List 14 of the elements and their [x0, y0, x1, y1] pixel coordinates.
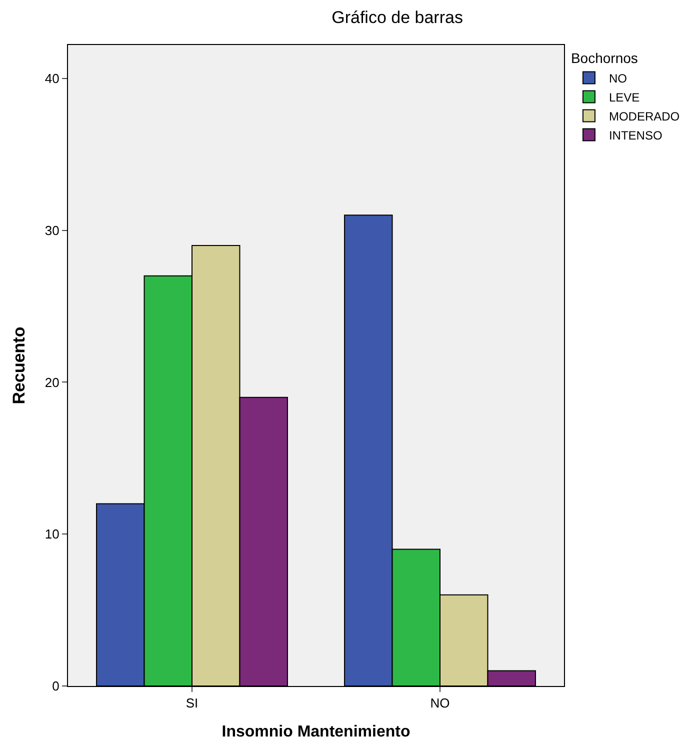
y-axis-title: Recuento — [9, 326, 28, 404]
x-axis-title: Insomnio Mantenimiento — [222, 723, 410, 740]
y-tick-label: 20 — [44, 374, 60, 390]
x-tick-label: SI — [186, 696, 198, 711]
y-tick-label: 40 — [44, 70, 60, 86]
legend-label: MODERADO — [608, 109, 680, 124]
legend-label: INTENSO — [608, 128, 662, 142]
y-tick-label: 0 — [52, 678, 60, 694]
y-tick-label: 10 — [44, 526, 60, 542]
legend-label: NO — [608, 71, 627, 86]
legend-label: LEVE — [608, 90, 640, 104]
legend-title: Bochornos — [570, 50, 638, 66]
chart-title: Gráfico de barras — [332, 8, 463, 28]
y-tick-label: 30 — [44, 222, 60, 238]
